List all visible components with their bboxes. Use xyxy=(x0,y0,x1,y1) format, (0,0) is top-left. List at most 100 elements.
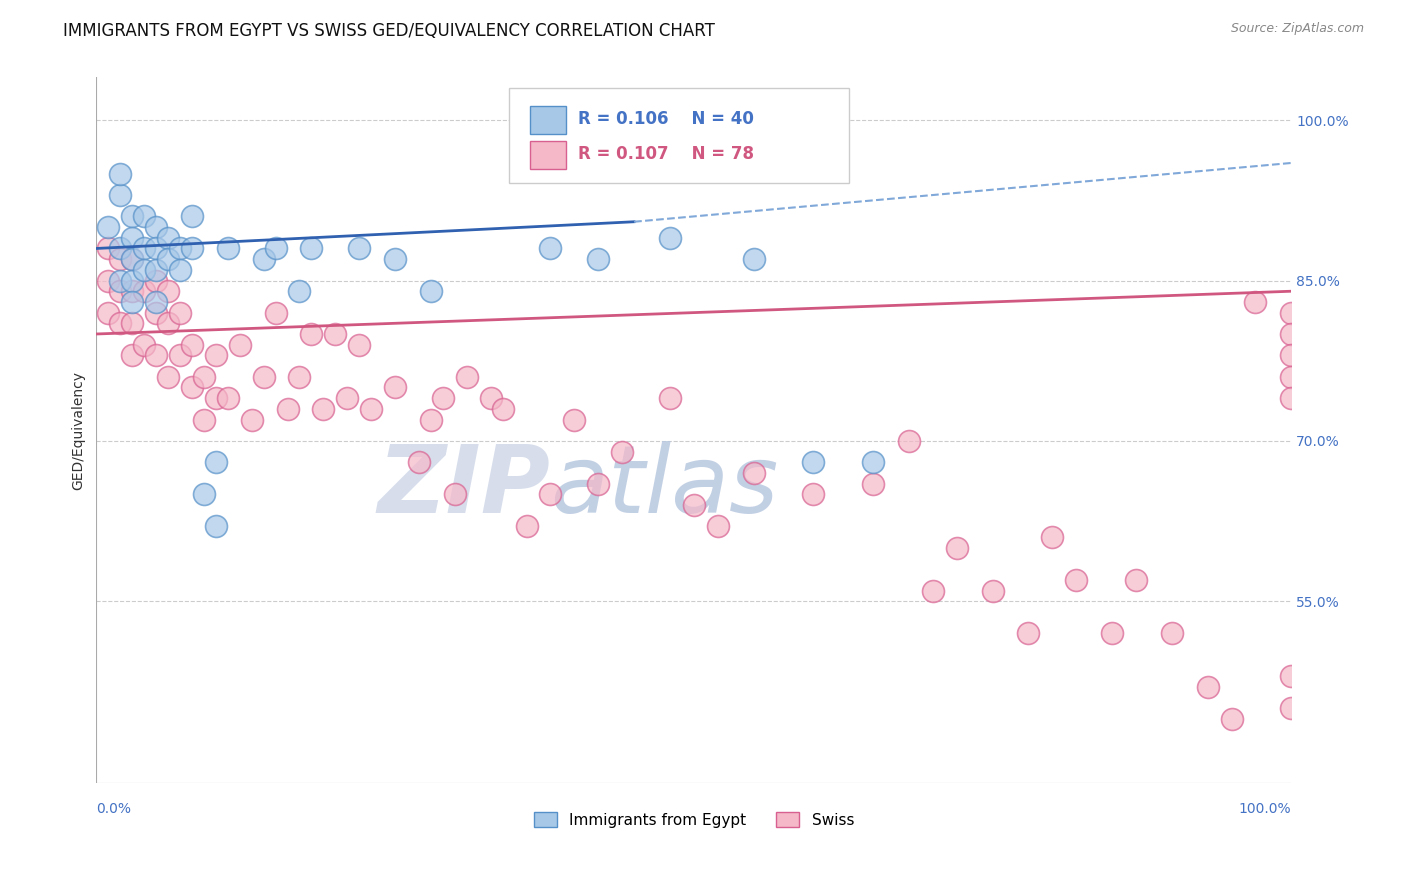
Text: 0.0%: 0.0% xyxy=(97,802,131,816)
Point xyxy=(97,274,120,288)
Point xyxy=(217,242,239,256)
Point xyxy=(1279,326,1302,341)
Point xyxy=(742,466,765,480)
Point xyxy=(538,487,561,501)
Point xyxy=(801,455,824,469)
Point xyxy=(706,519,728,533)
Point xyxy=(110,167,132,181)
Point xyxy=(1279,348,1302,362)
Point xyxy=(205,519,228,533)
FancyBboxPatch shape xyxy=(530,105,567,134)
Point xyxy=(121,252,143,267)
Point xyxy=(110,284,132,298)
Point xyxy=(193,412,215,426)
Point xyxy=(145,274,167,288)
Point xyxy=(420,284,443,298)
Point xyxy=(444,487,467,501)
Point xyxy=(110,188,132,202)
Point xyxy=(1017,626,1039,640)
Point xyxy=(349,242,371,256)
Point xyxy=(492,401,515,416)
Point xyxy=(1220,712,1243,726)
Point xyxy=(157,316,180,330)
Point xyxy=(515,519,537,533)
Point xyxy=(921,583,943,598)
Point xyxy=(1040,530,1063,544)
Point xyxy=(325,326,347,341)
Point xyxy=(312,401,335,416)
Point xyxy=(205,348,228,362)
Point xyxy=(169,242,191,256)
Point xyxy=(110,316,132,330)
Point xyxy=(264,305,287,319)
Point xyxy=(121,231,143,245)
Point xyxy=(97,242,120,256)
Point xyxy=(97,305,120,319)
Point xyxy=(121,284,143,298)
Point xyxy=(134,284,156,298)
Point xyxy=(1279,701,1302,715)
Point xyxy=(945,541,967,555)
Point xyxy=(658,391,681,405)
Text: IMMIGRANTS FROM EGYPT VS SWISS GED/EQUIVALENCY CORRELATION CHART: IMMIGRANTS FROM EGYPT VS SWISS GED/EQUIV… xyxy=(63,22,716,40)
Text: Source: ZipAtlas.com: Source: ZipAtlas.com xyxy=(1230,22,1364,36)
Point xyxy=(562,412,585,426)
Point xyxy=(145,348,167,362)
Point xyxy=(145,263,167,277)
Point xyxy=(217,391,239,405)
Point xyxy=(420,412,443,426)
Point xyxy=(682,498,704,512)
FancyBboxPatch shape xyxy=(530,141,567,169)
Point xyxy=(169,305,191,319)
Point xyxy=(384,380,406,394)
Point xyxy=(1279,669,1302,683)
Point xyxy=(157,284,180,298)
Point xyxy=(121,252,143,267)
Point xyxy=(229,337,252,351)
Point xyxy=(121,348,143,362)
Point xyxy=(1279,369,1302,384)
Point xyxy=(121,294,143,309)
Point xyxy=(610,444,633,458)
Point xyxy=(121,316,143,330)
Point xyxy=(862,455,884,469)
Point xyxy=(862,476,884,491)
Text: R = 0.106    N = 40: R = 0.106 N = 40 xyxy=(578,110,754,128)
Point xyxy=(253,369,276,384)
Point xyxy=(360,401,382,416)
Point xyxy=(456,369,478,384)
Point xyxy=(240,412,263,426)
Point xyxy=(1279,305,1302,319)
Text: ZIP: ZIP xyxy=(378,441,550,533)
Point xyxy=(121,274,143,288)
Point xyxy=(586,476,609,491)
Point xyxy=(288,369,311,384)
Point xyxy=(1279,391,1302,405)
Point xyxy=(145,220,167,235)
Point xyxy=(432,391,454,405)
Point xyxy=(134,242,156,256)
Point xyxy=(277,401,299,416)
Text: atlas: atlas xyxy=(550,442,779,533)
Point xyxy=(301,326,323,341)
Point xyxy=(157,231,180,245)
Point xyxy=(193,487,215,501)
Point xyxy=(134,210,156,224)
Point xyxy=(110,242,132,256)
Point xyxy=(897,434,920,448)
Point xyxy=(110,252,132,267)
Point xyxy=(121,210,143,224)
Point xyxy=(97,220,120,235)
FancyBboxPatch shape xyxy=(509,88,849,183)
Point xyxy=(1160,626,1182,640)
Point xyxy=(801,487,824,501)
Point xyxy=(169,348,191,362)
Y-axis label: GED/Equivalency: GED/Equivalency xyxy=(72,371,86,490)
Point xyxy=(288,284,311,298)
Point xyxy=(264,242,287,256)
Point xyxy=(384,252,406,267)
Point xyxy=(169,263,191,277)
Point xyxy=(205,455,228,469)
Point xyxy=(145,305,167,319)
Point xyxy=(336,391,359,405)
